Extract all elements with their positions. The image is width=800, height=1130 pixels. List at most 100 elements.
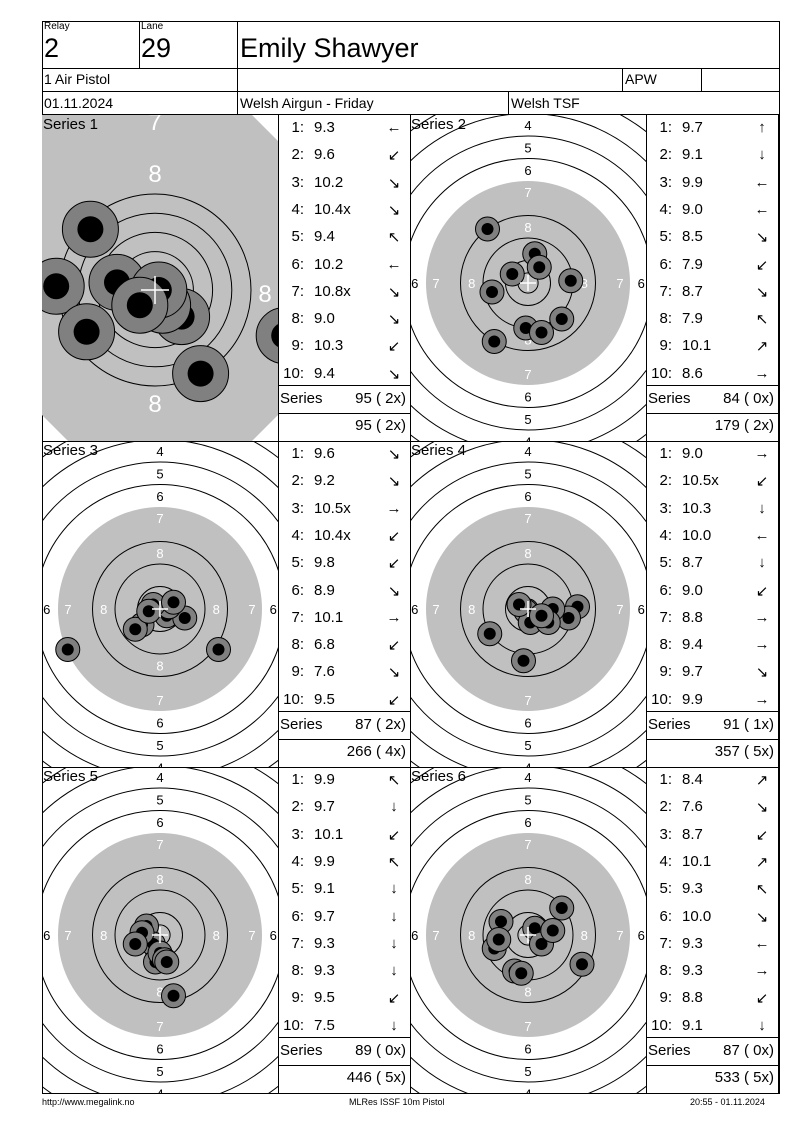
ring-number: 6 bbox=[156, 815, 163, 830]
shot-number: 3: bbox=[291, 173, 304, 191]
ring-number: 5 bbox=[156, 792, 163, 807]
shot-number: 9: bbox=[659, 337, 672, 355]
shot-center-2 bbox=[178, 612, 191, 624]
ring-number: 6 bbox=[638, 276, 645, 291]
scoring-ring bbox=[114, 889, 206, 981]
shot-center-7 bbox=[167, 596, 180, 609]
ring-number: 8 bbox=[100, 602, 107, 617]
scoring-ring bbox=[410, 158, 646, 408]
shot-score: 9.3 bbox=[314, 934, 335, 952]
direction-arrow-icon: ↖ bbox=[755, 881, 769, 899]
shot-center-3 bbox=[506, 268, 519, 280]
shot-number: 8: bbox=[659, 962, 672, 980]
shot-number: 7: bbox=[291, 608, 304, 626]
shot-number: 3: bbox=[659, 173, 672, 191]
shot-center-4 bbox=[528, 922, 541, 935]
ring-number: 6 bbox=[43, 928, 50, 943]
ring-number: 6 bbox=[524, 1041, 531, 1056]
shot-number: 10: bbox=[283, 364, 304, 382]
ring-number: 7 bbox=[64, 602, 71, 617]
ring-number: 6 bbox=[411, 928, 418, 943]
ring-number: 8 bbox=[148, 391, 161, 418]
shot-score: 10.0 bbox=[682, 526, 712, 544]
direction-arrow-icon: ↘ bbox=[387, 311, 401, 329]
ring-number: 8 bbox=[100, 928, 107, 943]
shot-score: 8.7 bbox=[682, 825, 703, 843]
shot-center-4 bbox=[513, 598, 525, 611]
ring-number: 6 bbox=[156, 1041, 163, 1056]
shot-center-10 bbox=[271, 324, 278, 348]
shot-center-9 bbox=[126, 292, 153, 319]
shot-score: 9.3 bbox=[314, 119, 335, 136]
ring-number: 6 bbox=[270, 602, 277, 617]
scoring-ring bbox=[114, 563, 206, 655]
target-2: 88778877666655554433 bbox=[410, 115, 646, 441]
shot-score: 7.6 bbox=[682, 798, 703, 816]
direction-arrow-icon: ← bbox=[386, 119, 402, 136]
series-total-value: 87 ( 0x) bbox=[723, 1042, 774, 1059]
shot-center-2 bbox=[519, 322, 532, 334]
ring-number: 4 bbox=[524, 1086, 531, 1093]
direction-arrow-icon: → bbox=[754, 962, 770, 980]
shot-score: 9.2 bbox=[314, 472, 335, 490]
direction-arrow-icon: ↘ bbox=[755, 229, 769, 247]
series-total-value: 87 ( 2x) bbox=[355, 716, 406, 733]
ring-number: 8 bbox=[468, 928, 475, 943]
direction-arrow-icon: ↙ bbox=[387, 990, 401, 1008]
ring-number: 7 bbox=[148, 115, 161, 136]
shot-score: 9.9 bbox=[682, 690, 703, 708]
direction-arrow-icon: ↙ bbox=[755, 826, 769, 844]
ring-number: 7 bbox=[156, 693, 163, 708]
ring-number: 8 bbox=[213, 928, 220, 943]
shot-hole-10 bbox=[255, 307, 278, 364]
direction-arrow-icon: → bbox=[754, 364, 770, 382]
direction-arrow-icon: → bbox=[754, 690, 770, 708]
ring-number: 5 bbox=[524, 466, 531, 481]
footer-url[interactable]: http://www.megalink.no bbox=[42, 1097, 135, 1107]
shot-score: 8.8 bbox=[682, 989, 703, 1007]
ring-number: 5 bbox=[524, 792, 531, 807]
shot-number: 6: bbox=[659, 907, 672, 925]
direction-arrow-icon: ↘ bbox=[755, 908, 769, 926]
direction-arrow-icon: ↓ bbox=[390, 798, 398, 816]
shot-number: 10: bbox=[651, 1016, 672, 1034]
shot-number: 4: bbox=[291, 200, 304, 218]
shot-number: 2: bbox=[659, 798, 672, 816]
shot-score: 10.5x bbox=[682, 472, 719, 490]
direction-arrow-icon: ← bbox=[754, 934, 770, 952]
scoring-ring bbox=[410, 135, 646, 431]
shot-number: 8: bbox=[291, 636, 304, 654]
shot-score: 9.0 bbox=[682, 581, 703, 599]
direction-arrow-icon: ↖ bbox=[755, 311, 769, 329]
scoring-ring bbox=[460, 541, 596, 677]
shot-center-10 bbox=[167, 989, 180, 1002]
lane-label: Lane bbox=[141, 21, 164, 32]
shot-number: 9: bbox=[291, 337, 304, 355]
direction-arrow-icon: ↘ bbox=[387, 283, 401, 301]
ring-number: 8 bbox=[524, 220, 531, 235]
shooter-name: Emily Shawyer bbox=[240, 33, 419, 63]
shot-number: 4: bbox=[291, 852, 304, 870]
direction-arrow-icon: ← bbox=[386, 255, 402, 273]
ring-number: 4 bbox=[524, 760, 531, 767]
shot-score: 9.9 bbox=[682, 173, 703, 191]
footer-timestamp: 20:55 - 01.11.2024 bbox=[690, 1097, 765, 1107]
ring-number: 4 bbox=[156, 1086, 163, 1093]
scoring-ring bbox=[42, 810, 278, 1060]
ring-number: 6 bbox=[156, 715, 163, 730]
shot-score: 8.7 bbox=[682, 554, 703, 572]
shot-number: 8: bbox=[659, 310, 672, 328]
shot-center-10 bbox=[535, 609, 548, 622]
shot-center-8 bbox=[187, 360, 214, 387]
ring-number: 8 bbox=[156, 546, 163, 561]
shot-number: 5: bbox=[659, 880, 672, 898]
direction-arrow-icon: ↙ bbox=[387, 147, 401, 165]
ring-number: 7 bbox=[524, 511, 531, 526]
shot-center-8 bbox=[160, 956, 173, 968]
direction-arrow-icon: → bbox=[754, 445, 770, 462]
direction-arrow-icon: ↘ bbox=[755, 283, 769, 301]
direction-arrow-icon: → bbox=[754, 636, 770, 654]
shot-score: 9.3 bbox=[682, 934, 703, 952]
shot-center-10 bbox=[515, 967, 528, 980]
shot-number: 8: bbox=[291, 310, 304, 328]
